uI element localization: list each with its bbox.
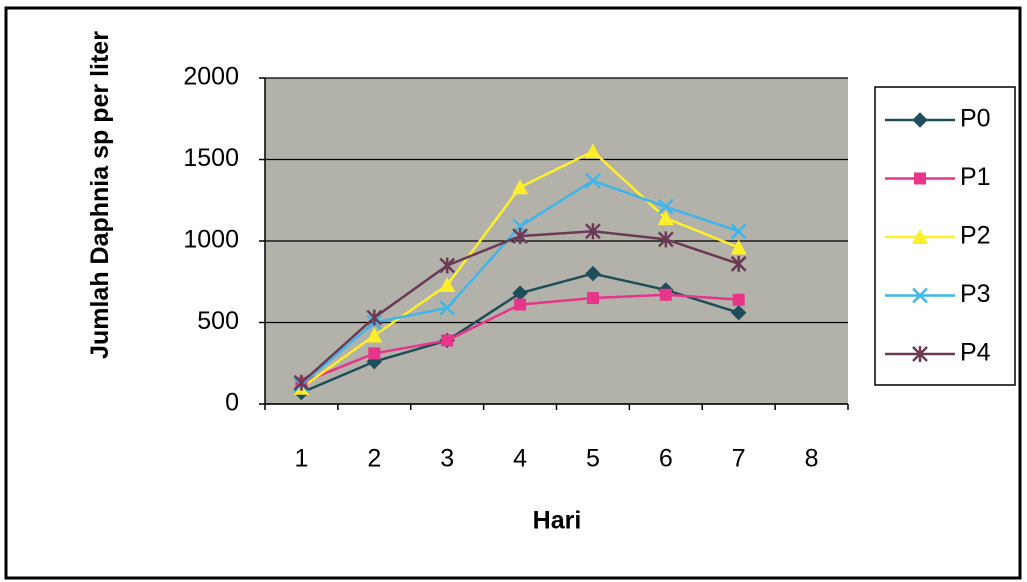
- legend-marker: [914, 172, 926, 185]
- legend-marker: [912, 346, 928, 362]
- data-point: [659, 288, 672, 301]
- data-point: [585, 172, 601, 189]
- data-point: [657, 198, 674, 215]
- y-tick-label: 1500: [183, 144, 239, 172]
- y-axis-title: Jumlah Daphnia sp per liter: [86, 31, 114, 359]
- legend-marker: [912, 112, 928, 128]
- x-tick-label: 2: [367, 445, 381, 473]
- data-point: [366, 327, 383, 343]
- x-tick-label: 7: [732, 445, 746, 473]
- legend-label: P2: [960, 222, 991, 250]
- data-point: [585, 223, 601, 240]
- data-point: [657, 231, 674, 248]
- data-point: [730, 305, 747, 321]
- x-tick-label: 6: [659, 445, 673, 473]
- data-point: [439, 299, 456, 316]
- x-axis-title: Hari: [533, 507, 582, 535]
- data-point: [584, 143, 601, 159]
- data-point: [657, 210, 674, 226]
- y-tick-label: 1000: [183, 226, 239, 254]
- x-tick-label: 5: [586, 445, 600, 473]
- x-tick-label: 1: [294, 445, 308, 473]
- data-point: [439, 277, 456, 293]
- data-point: [293, 374, 310, 391]
- data-point: [732, 293, 745, 306]
- data-point: [730, 239, 747, 255]
- x-tick-label: 8: [805, 445, 819, 473]
- data-point: [366, 309, 383, 326]
- x-tick-label: 4: [513, 445, 527, 473]
- data-point: [441, 334, 454, 347]
- legend-label: P4: [960, 339, 991, 367]
- legend-marker: [912, 287, 928, 304]
- data-point: [439, 257, 456, 274]
- data-point: [730, 255, 747, 272]
- data-point: [512, 228, 528, 245]
- data-point: [730, 223, 747, 240]
- data-point: [512, 179, 529, 195]
- data-point: [514, 298, 527, 311]
- legend-label: P1: [960, 163, 991, 191]
- x-tick-label: 3: [440, 445, 454, 473]
- legend-label: P3: [960, 280, 991, 308]
- data-point: [586, 292, 599, 305]
- y-tick-label: 2000: [183, 63, 239, 91]
- legend-label: P0: [960, 105, 991, 133]
- y-tick-label: 0: [225, 389, 239, 417]
- data-point: [368, 347, 381, 360]
- legend-marker: [912, 229, 928, 244]
- data-point: [585, 265, 601, 282]
- y-tick-label: 500: [197, 307, 239, 335]
